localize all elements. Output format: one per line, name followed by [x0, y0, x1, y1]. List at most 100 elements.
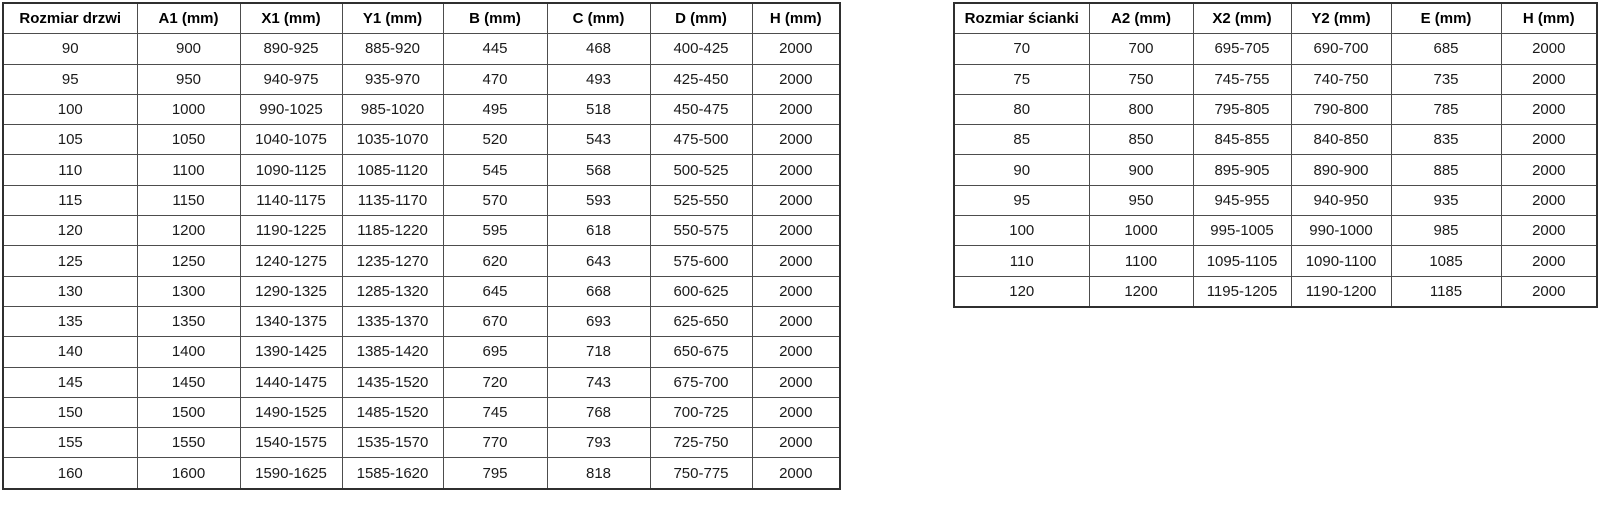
table-cell: 1600 — [136, 457, 241, 490]
table-cell: 2000 — [751, 93, 841, 126]
table-cell: 100 — [2, 93, 138, 126]
table-cell: 80 — [953, 93, 1090, 126]
table-cell: 475-500 — [649, 124, 753, 156]
column-header: E (mm) — [1390, 2, 1502, 35]
table-cell: 890-925 — [239, 33, 343, 65]
table-cell: 2000 — [751, 124, 841, 156]
table-cell: 1240-1275 — [239, 245, 343, 277]
table-cell: 1095-1105 — [1192, 245, 1292, 277]
table-cell: 800 — [1088, 93, 1194, 126]
table-cell: 650-675 — [649, 336, 753, 368]
table-cell: 500-525 — [649, 154, 753, 186]
table-cell: 1190-1200 — [1290, 275, 1392, 308]
table-cell: 895-905 — [1192, 154, 1292, 186]
door-size-table: Rozmiar drzwi A1 (mm) X1 (mm) Y1 (mm) B (mm)… — [2, 2, 841, 490]
table-cell: 1250 — [136, 245, 241, 277]
table-cell: 570 — [442, 184, 548, 217]
column-header: C (mm) — [546, 2, 651, 35]
table-cell: 1035-1070 — [341, 124, 444, 156]
table-cell: 120 — [2, 215, 138, 247]
table-cell: 2000 — [751, 336, 841, 368]
table-cell: 620 — [442, 245, 548, 277]
table-cell: 1185 — [1390, 275, 1502, 308]
table-row: 90 900 895-905 890-900 885 2000 — [953, 154, 1598, 186]
table-cell: 110 — [2, 154, 138, 186]
table-row: 105 1050 1040-1075 1035-1070 520 543 475-500 20… — [2, 124, 841, 156]
column-header: H (mm) — [751, 2, 841, 35]
table-cell: 1195-1205 — [1192, 275, 1292, 308]
table-cell: 95 — [2, 63, 138, 95]
table-cell: 2000 — [751, 396, 841, 429]
table-cell: 885 — [1390, 154, 1502, 186]
table-row: 80 800 795-805 790-800 785 2000 — [953, 93, 1598, 126]
table-cell: 695-705 — [1192, 33, 1292, 65]
table-cell: 743 — [546, 366, 651, 398]
table-row: 155 1550 1540-1575 1535-1570 770 793 725-750 20… — [2, 427, 841, 459]
table-cell: 985-1020 — [341, 93, 444, 126]
table-cell: 745 — [442, 396, 548, 429]
table-cell: 85 — [953, 124, 1090, 156]
table-cell: 770 — [442, 427, 548, 459]
table-cell: 685 — [1390, 33, 1502, 65]
door-table-body: 90 900 890-925 885-920 445 468 400-425 2000 95 95… — [2, 33, 841, 490]
table-cell: 2000 — [1500, 154, 1598, 186]
table-cell: 150 — [2, 396, 138, 429]
table-cell: 670 — [442, 305, 548, 338]
column-header: B (mm) — [442, 2, 548, 35]
table-cell: 935 — [1390, 184, 1502, 217]
table-cell: 750-775 — [649, 457, 753, 490]
table-cell: 1300 — [136, 275, 241, 307]
table-cell: 2000 — [751, 63, 841, 95]
table-cell: 1400 — [136, 336, 241, 368]
table-cell: 740-750 — [1290, 63, 1392, 95]
table-cell: 1150 — [136, 184, 241, 217]
table-cell: 1000 — [1088, 215, 1194, 247]
table-cell: 693 — [546, 305, 651, 338]
table-cell: 593 — [546, 184, 651, 217]
table-cell: 468 — [546, 33, 651, 65]
table-cell: 1285-1320 — [341, 275, 444, 307]
table-cell: 120 — [953, 275, 1090, 308]
table-row: 100 1000 990-1025 985-1020 495 518 450-475 2000 — [2, 93, 841, 126]
table-cell: 90 — [2, 33, 138, 65]
table-cell: 2000 — [1500, 124, 1598, 156]
table-cell: 135 — [2, 305, 138, 338]
wall-table-header: Rozmiar ścianki A2 (mm) X2 (mm) Y2 (mm) E (m… — [953, 2, 1598, 35]
table-cell: 1450 — [136, 366, 241, 398]
table-cell: 1590-1625 — [239, 457, 343, 490]
table-cell: 1050 — [136, 124, 241, 156]
table-cell: 950 — [136, 63, 241, 95]
table-cell: 1040-1075 — [239, 124, 343, 156]
table-cell: 945-955 — [1192, 184, 1292, 217]
table-cell: 643 — [546, 245, 651, 277]
table-cell: 645 — [442, 275, 548, 307]
column-header: X1 (mm) — [239, 2, 343, 35]
table-cell: 1090-1100 — [1290, 245, 1392, 277]
table-cell: 495 — [442, 93, 548, 126]
table-cell: 2000 — [1500, 275, 1598, 308]
table-cell: 785 — [1390, 93, 1502, 126]
table-cell: 818 — [546, 457, 651, 490]
table-cell: 75 — [953, 63, 1090, 95]
table-cell: 2000 — [751, 245, 841, 277]
table-cell: 790-800 — [1290, 93, 1392, 126]
table-cell: 793 — [546, 427, 651, 459]
table-cell: 2000 — [751, 154, 841, 186]
table-cell: 155 — [2, 427, 138, 459]
table-cell: 2000 — [751, 184, 841, 217]
table-cell: 2000 — [751, 366, 841, 398]
column-header: A2 (mm) — [1088, 2, 1194, 35]
table-cell: 2000 — [1500, 245, 1598, 277]
table-cell: 2000 — [1500, 184, 1598, 217]
table-cell: 1440-1475 — [239, 366, 343, 398]
column-header: Rozmiar drzwi — [2, 2, 138, 35]
table-cell: 690-700 — [1290, 33, 1392, 65]
table-cell: 1000 — [136, 93, 241, 126]
table-cell: 795-805 — [1192, 93, 1292, 126]
table-cell: 1340-1375 — [239, 305, 343, 338]
table-cell: 935-970 — [341, 63, 444, 95]
table-cell: 1085 — [1390, 245, 1502, 277]
column-header: D (mm) — [649, 2, 753, 35]
table-cell: 1100 — [136, 154, 241, 186]
table-cell: 720 — [442, 366, 548, 398]
